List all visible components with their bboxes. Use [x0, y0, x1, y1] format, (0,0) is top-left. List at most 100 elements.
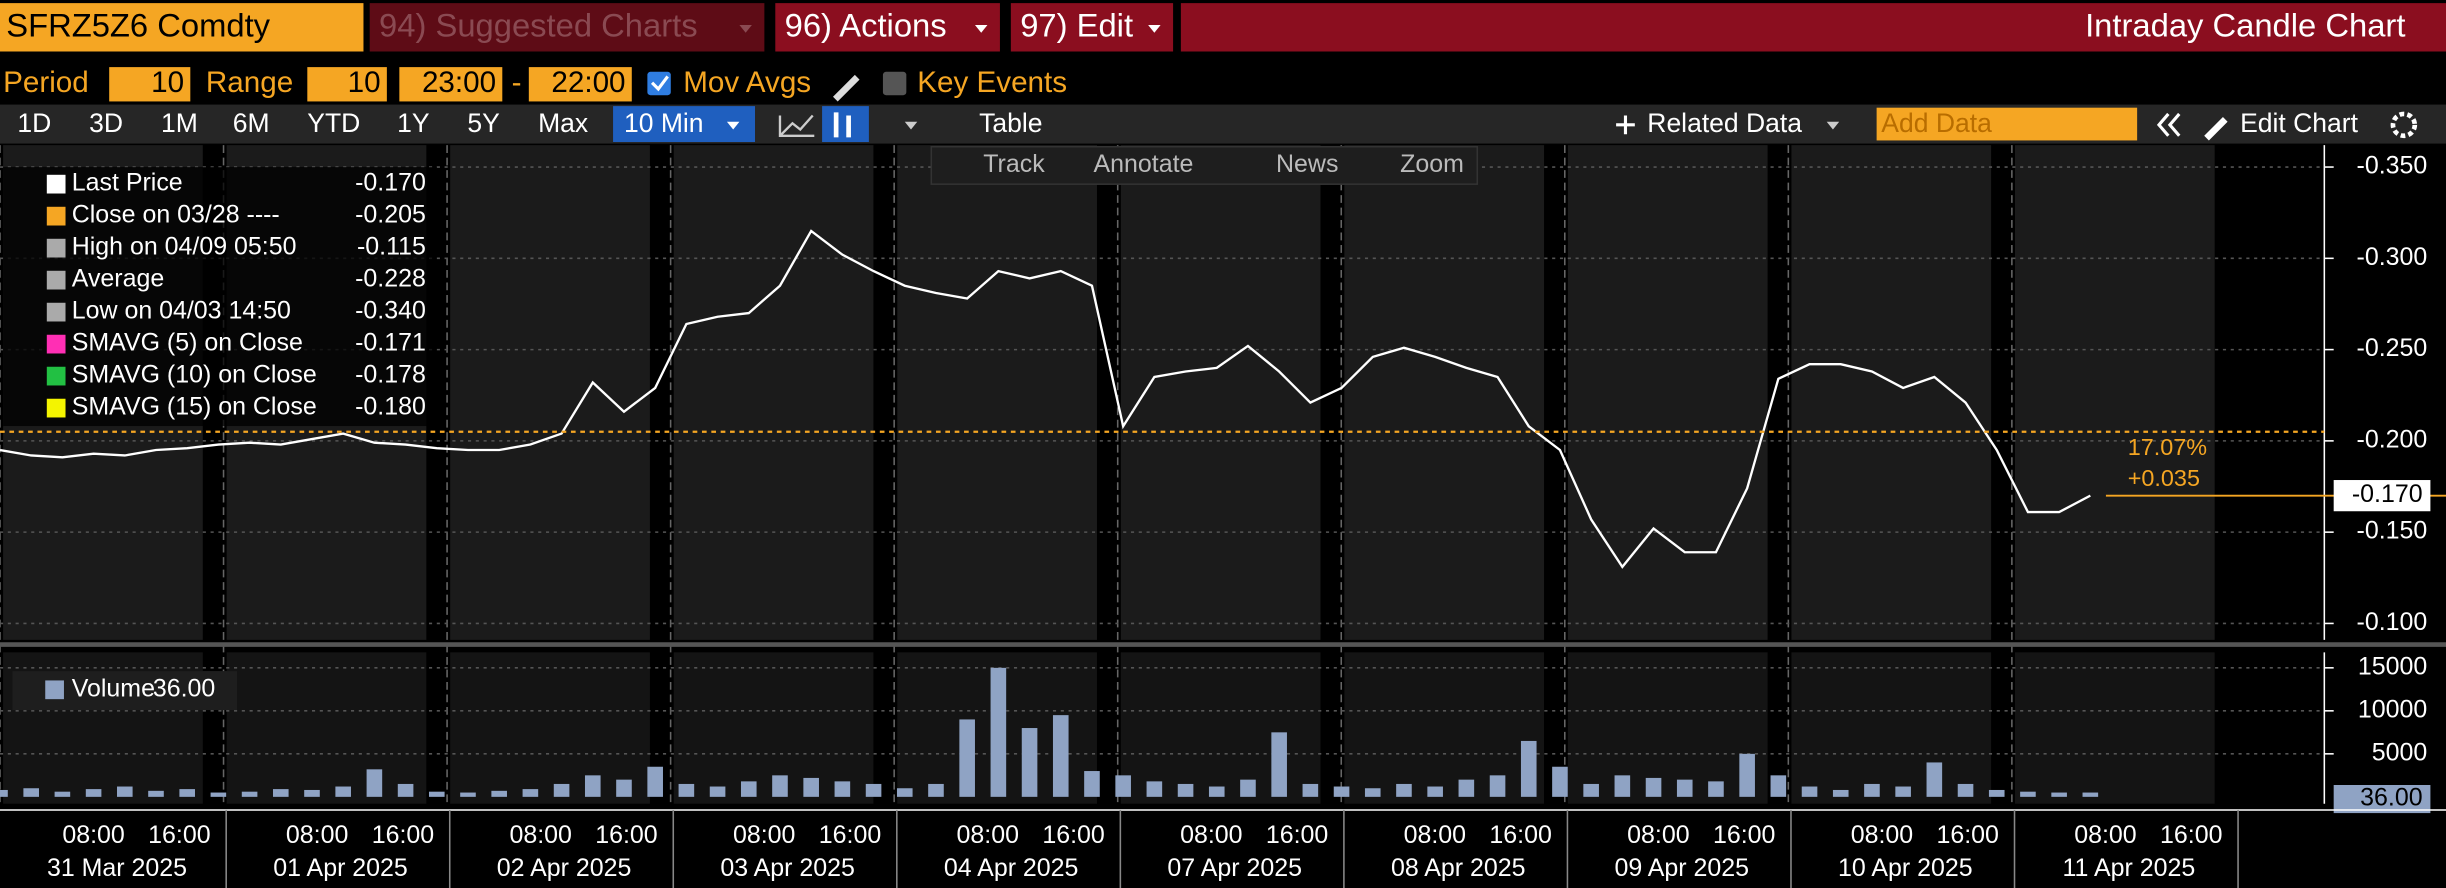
input-value[interactable]: 23:00 — [422, 66, 496, 99]
tool-button[interactable]: Zoom — [1400, 150, 1464, 178]
y-tick-label: -0.150 — [2357, 517, 2428, 545]
input-box[interactable] — [307, 67, 387, 102]
input-box[interactable] — [528, 67, 632, 102]
pencil-icon — [833, 74, 860, 102]
x-time-label: 08:00 — [509, 821, 571, 849]
input-value[interactable]: 10 — [348, 66, 381, 99]
session-shade — [1567, 145, 1768, 640]
add-data-box[interactable] — [1876, 107, 2138, 141]
x-time-label: 08:00 — [2074, 821, 2136, 849]
volume-bar — [1458, 779, 1475, 797]
volume-bar — [1988, 789, 2005, 797]
volume-bar — [1864, 783, 1880, 797]
volume-bar — [148, 790, 164, 797]
label: Key Events — [917, 66, 1067, 99]
menu-label[interactable]: 97) Edit — [1020, 7, 1133, 44]
legend-swatch — [46, 270, 66, 290]
menu-button[interactable] — [369, 3, 765, 52]
line-icon — [778, 114, 815, 137]
x-time-label: 08:00 — [733, 821, 795, 849]
volume-bar — [959, 719, 975, 797]
range-button[interactable]: 1M — [161, 108, 198, 138]
y-tick-label: 15000 — [2358, 652, 2427, 680]
collapse-icon — [2156, 112, 2181, 137]
gear-icon — [2390, 111, 2418, 139]
range-button[interactable]: Max — [538, 108, 588, 138]
legend-swatch — [46, 302, 66, 322]
range-button[interactable]: 1D — [17, 108, 51, 138]
menu-button[interactable] — [1010, 3, 1174, 52]
y-tick-label: -0.100 — [2357, 608, 2428, 636]
legend-label: SMAVG (10) on Close — [72, 361, 317, 389]
volume-bar — [1333, 786, 1350, 797]
x-day-label: 01 Apr 2025 — [273, 854, 408, 882]
legend-label: SMAVG (5) on Close — [72, 329, 303, 357]
legend-value: -0.170 — [355, 169, 426, 197]
x-day-label: 07 Apr 2025 — [1167, 854, 1302, 882]
range-button[interactable]: 3D — [89, 108, 123, 138]
volume-bar — [553, 783, 570, 797]
x-time-label: 16:00 — [1042, 821, 1104, 849]
interval[interactable]: 10 Min — [624, 108, 704, 138]
menu-label[interactable]: 96) Actions — [785, 7, 947, 44]
menu-label[interactable]: 94) Suggested Charts — [379, 7, 698, 44]
x-time-label: 08:00 — [1180, 821, 1242, 849]
checkbox[interactable] — [647, 71, 671, 96]
x-day-label: 02 Apr 2025 — [497, 854, 632, 882]
volume-bar — [1926, 762, 1943, 797]
volume-bar — [1240, 779, 1256, 797]
volume-bar — [772, 775, 788, 797]
x-time-label: 08:00 — [1851, 821, 1913, 849]
y-tick-label: 5000 — [2372, 738, 2428, 766]
checkbox[interactable] — [882, 71, 907, 96]
security-box[interactable] — [0, 3, 364, 52]
range-button[interactable]: 5Y — [467, 108, 500, 138]
x-day-label: 10 Apr 2025 — [1838, 854, 1973, 882]
volume-bar — [272, 789, 289, 797]
session-shade — [1344, 652, 1545, 804]
session-shade — [226, 652, 427, 804]
volume-bar — [1208, 786, 1225, 797]
legend-value: -0.228 — [355, 265, 426, 293]
volume-bar — [865, 783, 882, 797]
table-button[interactable]: Table — [979, 108, 1042, 138]
legend-value: -0.205 — [355, 201, 426, 229]
menu-button[interactable] — [775, 3, 1000, 52]
tool-button[interactable]: Track — [983, 150, 1045, 178]
range-button[interactable]: 6M — [233, 108, 270, 138]
x-time-label: 16:00 — [819, 821, 881, 849]
volume-bar — [1552, 766, 1568, 797]
session-shade — [1791, 652, 1992, 804]
input-box[interactable] — [399, 67, 503, 102]
legend-label: Close on 03/28 ---- — [72, 201, 280, 229]
volume-bar — [1427, 786, 1443, 797]
add-data[interactable]: Add Data — [1881, 108, 1992, 138]
related-data[interactable]: Related Data — [1647, 108, 1802, 138]
volume-bar — [428, 791, 445, 797]
legend-value: -0.180 — [355, 393, 426, 421]
volume-bar — [1302, 783, 1319, 797]
range-button[interactable]: 1Y — [397, 108, 430, 138]
input-value[interactable]: 22:00 — [551, 66, 625, 99]
volume-bar — [616, 779, 632, 797]
volume-bar — [1708, 781, 1724, 797]
volume-bar — [1115, 775, 1131, 797]
input-value[interactable]: 10 — [151, 66, 184, 99]
x-time-label: 16:00 — [372, 821, 434, 849]
dropdown-arrow — [904, 121, 918, 130]
volume-bar — [1364, 788, 1381, 797]
volume-bar — [678, 783, 695, 797]
tool-button[interactable]: Annotate — [1094, 150, 1194, 178]
legend-swatch — [46, 238, 66, 258]
range-button[interactable]: YTD — [307, 108, 360, 138]
x-time-label: 16:00 — [1266, 821, 1328, 849]
edit-chart[interactable]: Edit Chart — [2240, 108, 2359, 138]
volume-bar — [2082, 792, 2099, 797]
legend-value: -0.171 — [355, 329, 426, 357]
volume-bar — [928, 783, 944, 797]
input-box[interactable] — [109, 67, 191, 102]
tool-button[interactable]: News — [1276, 150, 1338, 178]
legend-label: Low on 04/03 14:50 — [72, 297, 291, 325]
label: Range — [206, 66, 293, 99]
candle-icon-bg[interactable] — [822, 106, 869, 143]
